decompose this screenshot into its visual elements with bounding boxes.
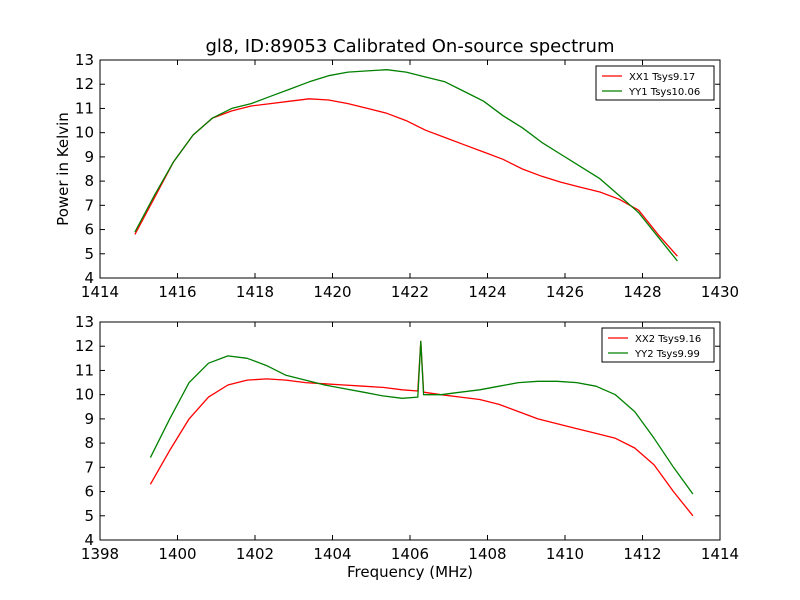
x-tick-label: 1408 [468, 545, 506, 563]
chart-2: 1398 1400 1402 1404 1406 1408 1410 1412 14144567… [75, 313, 739, 581]
legend-box [601, 327, 715, 363]
series-line-yy2-tsys9-99 [149, 340, 694, 495]
y-tick-label: 5 [84, 245, 94, 263]
y-tick-label: 6 [84, 221, 94, 239]
y-tick-label: 9 [84, 148, 94, 166]
y-tick-label: 4 [84, 269, 94, 287]
legend: XX1 Tsys9.17 YY1 Tsys10.06 [595, 65, 715, 101]
legend: XX2 Tsys9.16 YY2 Tsys9.99 [601, 327, 715, 363]
y-tick-label: 10 [75, 386, 94, 404]
y-tick-label: 8 [84, 434, 94, 452]
y-tick-label: 6 [84, 483, 94, 501]
legend-label: XX2 Tsys9.16 [635, 334, 701, 345]
x-tick-label: 1424 [468, 283, 506, 301]
x-tick-label: 1414 [81, 283, 119, 301]
x-tick-label: 1422 [391, 283, 429, 301]
y-axis-title: Power in Kelvin [54, 112, 72, 226]
y-tick-label: 7 [84, 196, 94, 214]
y-tick-label: 4 [84, 531, 94, 549]
x-tick-label: 1426 [546, 283, 584, 301]
y-tick-label: 13 [75, 51, 94, 69]
x-axis-title: Frequency (MHz) [347, 563, 473, 581]
x-tick-label: 1400 [158, 545, 196, 563]
x-tick-label: 1414 [701, 545, 739, 563]
x-tick-label: 1412 [623, 545, 661, 563]
x-tick-label: 1402 [236, 545, 274, 563]
x-tick-label: 1398 [81, 545, 119, 563]
legend-label: XX1 Tsys9.17 [629, 72, 695, 83]
x-tick-label: 1410 [546, 545, 584, 563]
chart-title: gl8, ID:89053 Calibrated On-source spect… [205, 36, 614, 57]
chart-1: gl8, ID:89053 Calibrated On-source spect… [54, 36, 739, 301]
x-tick-label: 1418 [236, 283, 274, 301]
y-tick-label: 10 [75, 124, 94, 142]
series-line-yy1-tsys10-06 [134, 69, 678, 262]
y-tick-label: 11 [75, 99, 94, 117]
y-tick-label: 9 [84, 410, 94, 428]
y-tick-label: 7 [84, 458, 94, 476]
x-tick-label: 1428 [623, 283, 661, 301]
legend-box [595, 65, 715, 101]
x-tick-label: 1404 [313, 545, 351, 563]
series-line-xx1-tsys9-17 [134, 98, 678, 257]
y-tick-label: 12 [75, 337, 94, 355]
legend-label: YY2 Tsys9.99 [634, 349, 700, 360]
y-tick-label: 11 [75, 361, 94, 379]
y-tick-label: 5 [84, 507, 94, 525]
x-tick-label: 1406 [391, 545, 429, 563]
y-tick-label: 12 [75, 75, 94, 93]
y-tick-label: 13 [75, 313, 94, 331]
x-tick-label: 1430 [701, 283, 739, 301]
legend-label: YY1 Tsys10.06 [628, 87, 700, 98]
x-tick-label: 1416 [158, 283, 196, 301]
x-tick-label: 1420 [313, 283, 351, 301]
y-tick-label: 8 [84, 172, 94, 190]
